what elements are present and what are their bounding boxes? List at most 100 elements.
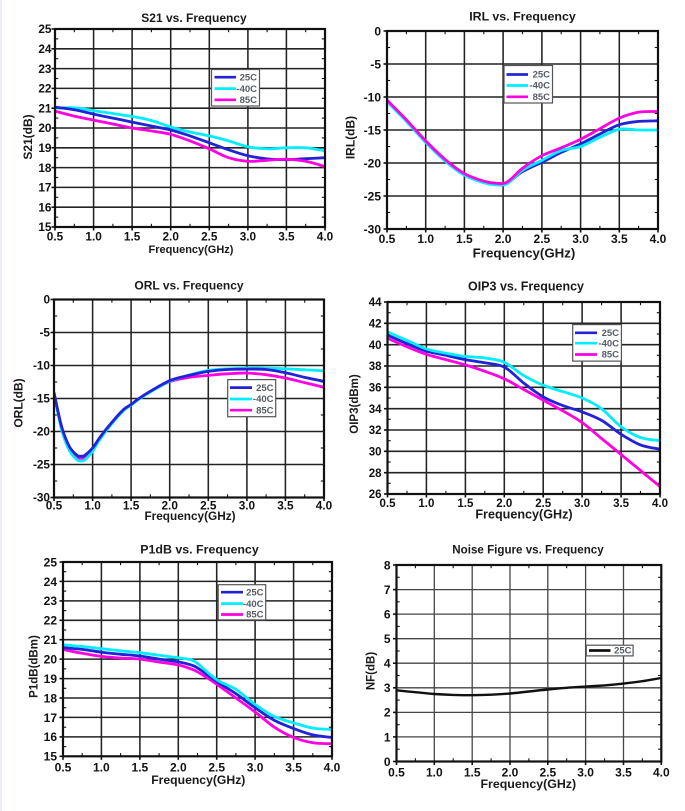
- svg-text:16: 16: [44, 730, 58, 744]
- svg-text:-5: -5: [370, 57, 381, 71]
- svg-text:85C: 85C: [240, 95, 258, 106]
- svg-text:8: 8: [384, 558, 391, 572]
- svg-text:-5: -5: [40, 326, 51, 340]
- svg-text:7: 7: [384, 583, 391, 597]
- svg-text:-40C: -40C: [236, 84, 257, 95]
- svg-text:26: 26: [369, 489, 382, 501]
- svg-text:1.5: 1.5: [456, 232, 473, 246]
- svg-text:1.0: 1.0: [85, 230, 102, 244]
- svg-text:20: 20: [38, 121, 52, 135]
- svg-text:P1dB(dBm): P1dB(dBm): [29, 635, 41, 698]
- svg-text:3.0: 3.0: [572, 232, 589, 246]
- svg-text:Frequency(GHz): Frequency(GHz): [149, 244, 234, 256]
- svg-text:S21(dB): S21(dB): [21, 114, 35, 159]
- svg-text:4.0: 4.0: [652, 498, 668, 510]
- svg-text:2: 2: [384, 706, 391, 720]
- svg-text:25C: 25C: [240, 72, 258, 83]
- svg-text:4.0: 4.0: [317, 230, 334, 244]
- svg-text:44: 44: [369, 297, 382, 309]
- svg-text:-20: -20: [33, 425, 50, 439]
- svg-text:25: 25: [44, 555, 58, 569]
- svg-text:-25: -25: [33, 458, 50, 472]
- svg-text:28: 28: [369, 468, 382, 480]
- svg-text:0.5: 0.5: [388, 766, 405, 780]
- svg-text:3.0: 3.0: [239, 499, 256, 513]
- svg-text:-40C: -40C: [598, 338, 619, 349]
- svg-text:24: 24: [38, 42, 52, 56]
- svg-text:17: 17: [38, 181, 52, 195]
- svg-text:0.5: 0.5: [47, 230, 64, 244]
- svg-text:3.5: 3.5: [615, 766, 632, 780]
- svg-text:42: 42: [369, 319, 382, 331]
- svg-text:32: 32: [369, 425, 382, 437]
- svg-text:-40C: -40C: [529, 81, 550, 92]
- svg-text:2.5: 2.5: [208, 761, 225, 775]
- svg-text:Frequency(GHz): Frequency(GHz): [151, 773, 245, 787]
- svg-text:85C: 85C: [256, 405, 274, 416]
- svg-text:18: 18: [38, 161, 52, 175]
- svg-text:OIP3(dBm): OIP3(dBm): [349, 374, 361, 434]
- svg-text:16: 16: [38, 200, 52, 214]
- svg-text:1.0: 1.0: [93, 761, 110, 775]
- svg-text:85C: 85C: [602, 350, 620, 361]
- svg-text:0: 0: [374, 24, 381, 38]
- svg-text:23: 23: [44, 594, 58, 608]
- svg-text:1.5: 1.5: [124, 230, 141, 244]
- svg-text:0: 0: [384, 755, 391, 769]
- svg-text:2.5: 2.5: [534, 232, 551, 246]
- svg-text:-15: -15: [364, 123, 382, 137]
- svg-text:17: 17: [44, 711, 58, 725]
- svg-text:15: 15: [38, 220, 52, 234]
- svg-text:2.5: 2.5: [535, 498, 552, 510]
- svg-text:30: 30: [369, 447, 382, 459]
- svg-text:38: 38: [369, 361, 382, 373]
- svg-text:19: 19: [38, 141, 52, 155]
- svg-text:1.5: 1.5: [123, 499, 140, 513]
- svg-text:1.5: 1.5: [457, 498, 474, 510]
- svg-text:40: 40: [369, 340, 382, 352]
- svg-text:0.5: 0.5: [55, 761, 72, 775]
- svg-text:15: 15: [44, 750, 58, 764]
- svg-text:3.0: 3.0: [574, 498, 590, 510]
- svg-text:25C: 25C: [614, 646, 632, 657]
- svg-text:5: 5: [384, 632, 391, 646]
- svg-text:6: 6: [384, 607, 391, 621]
- svg-text:Noise Figure vs. Frequency: Noise Figure vs. Frequency: [452, 544, 604, 557]
- svg-text:-40C: -40C: [243, 599, 264, 610]
- svg-text:-30: -30: [364, 222, 382, 236]
- svg-text:18: 18: [44, 691, 58, 705]
- svg-text:Frequency(GHz): Frequency(GHz): [144, 509, 235, 523]
- svg-text:3.5: 3.5: [611, 232, 628, 246]
- svg-text:1.0: 1.0: [84, 499, 101, 513]
- svg-text:22: 22: [38, 82, 52, 96]
- svg-text:OIP3 vs. Frequency: OIP3 vs. Frequency: [468, 280, 584, 294]
- svg-text:-30: -30: [33, 491, 50, 505]
- svg-text:25C: 25C: [533, 70, 551, 81]
- svg-text:NF(dB): NF(dB): [366, 652, 378, 690]
- svg-text:-20: -20: [364, 156, 382, 170]
- svg-text:4: 4: [384, 657, 391, 671]
- svg-text:1.5: 1.5: [464, 766, 481, 780]
- svg-text:0: 0: [43, 293, 50, 307]
- svg-text:3: 3: [384, 681, 391, 695]
- svg-text:21: 21: [38, 101, 52, 115]
- svg-text:3.5: 3.5: [613, 498, 630, 510]
- svg-text:1.0: 1.0: [418, 498, 434, 510]
- svg-text:IRL(dB): IRL(dB): [344, 116, 358, 159]
- svg-text:4.0: 4.0: [653, 766, 670, 780]
- svg-text:0.5: 0.5: [380, 498, 397, 510]
- svg-text:25: 25: [38, 22, 52, 36]
- svg-text:ORL(dB): ORL(dB): [12, 378, 26, 427]
- svg-text:36: 36: [369, 383, 382, 395]
- svg-text:1: 1: [384, 730, 391, 744]
- svg-text:25C: 25C: [602, 328, 620, 339]
- svg-text:-15: -15: [33, 392, 50, 406]
- svg-text:2.0: 2.0: [161, 499, 178, 513]
- svg-text:Frequency(GHz): Frequency(GHz): [473, 246, 576, 261]
- svg-text:2.0: 2.0: [162, 230, 179, 244]
- svg-text:25C: 25C: [256, 383, 274, 394]
- svg-text:0.5: 0.5: [46, 499, 63, 513]
- svg-text:2.5: 2.5: [201, 230, 218, 244]
- svg-text:23: 23: [38, 62, 52, 76]
- svg-text:3.5: 3.5: [277, 499, 294, 513]
